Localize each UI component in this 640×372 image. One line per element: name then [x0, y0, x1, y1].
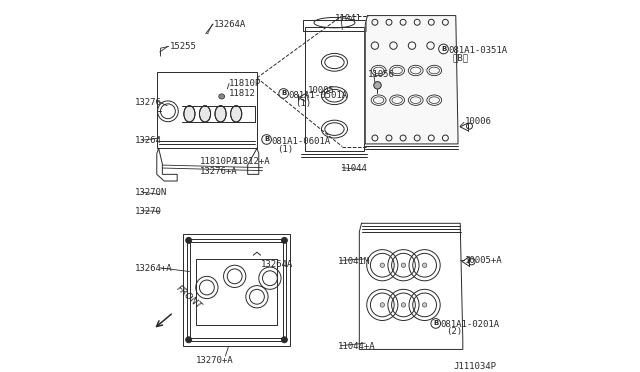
- Text: 10005+A: 10005+A: [465, 256, 502, 265]
- Text: 13264: 13264: [135, 137, 162, 145]
- Text: 11056: 11056: [368, 70, 395, 79]
- Text: 13276: 13276: [135, 97, 162, 106]
- Ellipse shape: [184, 106, 195, 122]
- Circle shape: [401, 263, 406, 267]
- Text: B: B: [441, 46, 446, 52]
- Circle shape: [380, 263, 385, 267]
- Text: 15255: 15255: [170, 42, 196, 51]
- Text: 11044+A: 11044+A: [338, 342, 376, 351]
- Bar: [305, 27, 364, 151]
- Circle shape: [422, 263, 427, 267]
- Bar: [157, 72, 257, 148]
- Bar: [183, 234, 291, 346]
- Text: 081A1-0201A: 081A1-0201A: [440, 320, 500, 329]
- Polygon shape: [365, 16, 458, 144]
- Text: 13276+A: 13276+A: [200, 167, 237, 176]
- Ellipse shape: [200, 106, 211, 122]
- Ellipse shape: [219, 94, 225, 99]
- Text: J111034P: J111034P: [453, 362, 496, 371]
- Circle shape: [186, 337, 191, 343]
- Circle shape: [262, 135, 271, 144]
- Text: (1): (1): [295, 99, 311, 108]
- Ellipse shape: [230, 106, 242, 122]
- Circle shape: [431, 319, 440, 328]
- Text: 11041M: 11041M: [338, 257, 370, 266]
- Text: 13264A: 13264A: [260, 260, 293, 269]
- Text: 081A1-0501A: 081A1-0501A: [289, 91, 348, 100]
- Text: 11041: 11041: [335, 14, 362, 23]
- Circle shape: [438, 44, 449, 54]
- Circle shape: [279, 89, 289, 98]
- Text: 13270+A: 13270+A: [195, 356, 233, 365]
- Text: 13264+A: 13264+A: [135, 264, 173, 273]
- Text: 10005: 10005: [308, 86, 335, 95]
- Text: FRONT: FRONT: [174, 283, 203, 311]
- Text: B: B: [264, 137, 269, 142]
- Circle shape: [380, 303, 385, 307]
- Text: 081A1-0351A: 081A1-0351A: [448, 46, 507, 55]
- Text: 10006: 10006: [465, 117, 492, 126]
- Text: 11812: 11812: [229, 89, 256, 98]
- Text: 081A1-0601A: 081A1-0601A: [271, 137, 330, 146]
- Circle shape: [282, 337, 287, 343]
- Text: 13270: 13270: [135, 207, 162, 216]
- Ellipse shape: [215, 106, 226, 122]
- Circle shape: [422, 303, 427, 307]
- Text: B: B: [281, 90, 286, 96]
- Text: 〈B〉: 〈B〉: [452, 53, 469, 62]
- Text: 13270N: 13270N: [135, 188, 167, 198]
- Text: (1): (1): [277, 145, 294, 154]
- Circle shape: [374, 81, 381, 89]
- Text: 11044: 11044: [340, 164, 367, 173]
- Text: B: B: [433, 320, 438, 327]
- Text: 13264A: 13264A: [214, 20, 246, 29]
- Bar: [303, 20, 365, 31]
- Text: 11812+A: 11812+A: [233, 157, 271, 166]
- Circle shape: [186, 237, 191, 243]
- Text: 11810P: 11810P: [229, 79, 261, 88]
- Text: 11810PA: 11810PA: [200, 157, 237, 166]
- Circle shape: [282, 237, 287, 243]
- Text: (2): (2): [446, 327, 462, 337]
- Circle shape: [401, 303, 406, 307]
